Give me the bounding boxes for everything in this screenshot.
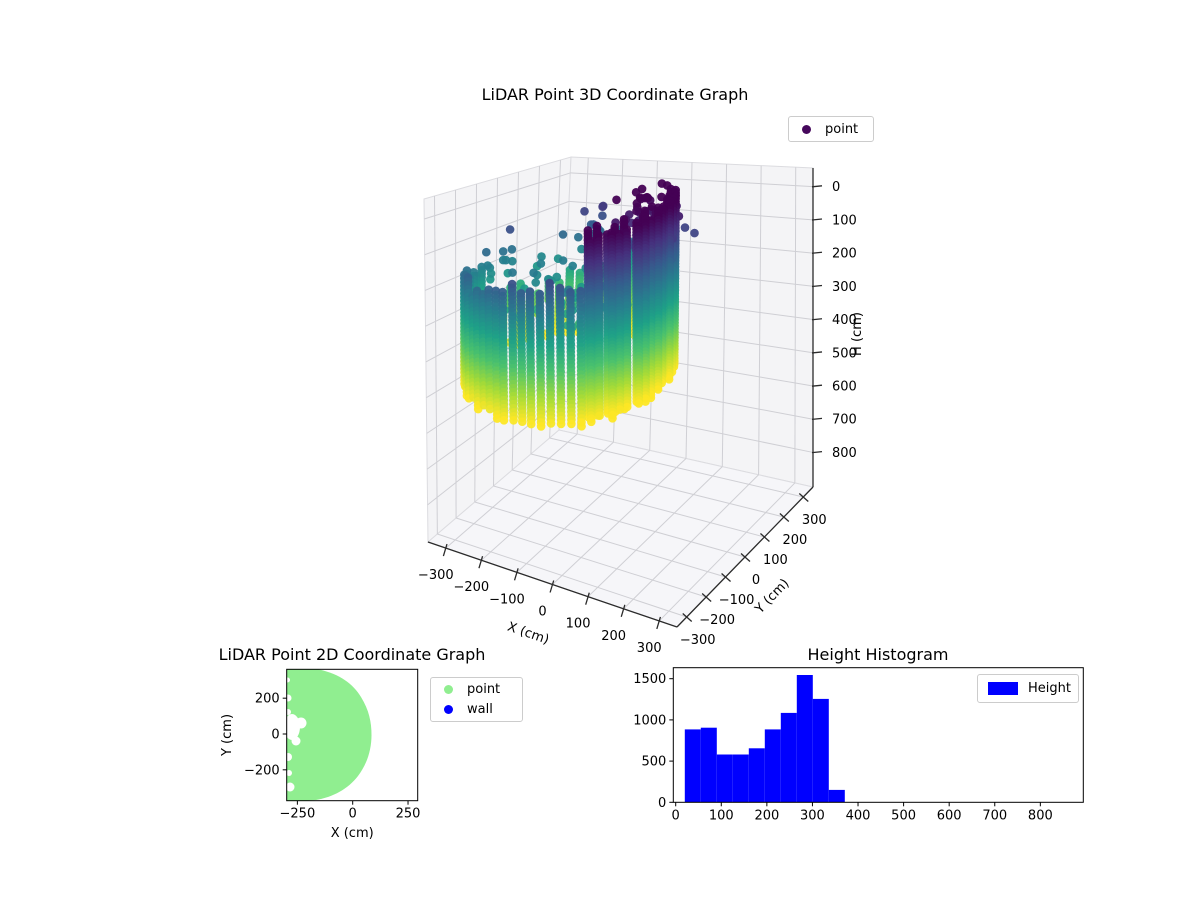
svg-text:−100: −100 [489,592,525,607]
svg-text:−100: −100 [719,593,755,608]
svg-text:Y (cm): Y (cm) [220,714,235,757]
svg-text:400: 400 [832,313,857,328]
svg-text:X (cm): X (cm) [505,620,551,648]
legend-item-point: point [431,682,522,697]
svg-text:300: 300 [800,808,825,823]
legend-label: point [825,121,859,137]
svg-text:−200: −200 [453,580,489,595]
legend-label: Height [1028,681,1071,696]
plot3d-legend: point [788,116,874,142]
svg-text:800: 800 [832,446,857,461]
axes-3d: −300−200−1000100200300−300−200−100010020… [418,156,865,656]
svg-text:700: 700 [982,808,1007,823]
svg-text:600: 600 [832,379,857,394]
svg-text:100: 100 [566,617,591,632]
svg-text:600: 600 [937,808,962,823]
svg-text:200: 200 [782,533,807,548]
svg-text:200: 200 [754,808,779,823]
plot3d-title: LiDAR Point 3D Coordinate Graph [481,85,749,104]
plot2d-title: LiDAR Point 2D Coordinate Graph [218,645,486,664]
legend-label: point [467,682,501,698]
svg-text:500: 500 [891,808,916,823]
svg-text:0: 0 [271,728,279,743]
svg-text:100: 100 [763,553,788,568]
legend-label: wall [467,701,493,717]
height-swatch-icon [988,682,1018,695]
svg-text:500: 500 [641,755,666,770]
svg-text:−250: −250 [280,807,316,822]
svg-text:0: 0 [752,573,760,588]
svg-text:1000: 1000 [633,713,666,728]
svg-text:−200: −200 [699,613,735,628]
legend-item-point: point [789,122,873,137]
wall-marker-icon [444,704,453,714]
svg-text:700: 700 [832,413,857,428]
legend-item-wall: wall [431,702,522,717]
svg-text:250: 250 [396,807,421,822]
svg-text:0: 0 [658,796,666,811]
plot2d-legend: point wall [430,677,523,722]
svg-text:0: 0 [672,808,680,823]
point-marker-icon [444,685,453,695]
svg-text:500: 500 [832,346,857,361]
svg-text:0: 0 [832,180,840,195]
svg-text:300: 300 [637,641,662,656]
svg-text:H (cm): H (cm) [850,312,865,356]
svg-text:X (cm): X (cm) [331,826,374,841]
histogram-title: Height Histogram [807,645,949,664]
svg-text:300: 300 [832,280,857,295]
svg-text:0: 0 [349,807,357,822]
point-marker-icon [802,124,811,134]
svg-text:200: 200 [255,692,280,707]
legend-item-height: Height [978,681,1078,696]
svg-text:400: 400 [846,808,871,823]
histogram-legend: Height [977,674,1079,703]
svg-text:1500: 1500 [633,672,666,687]
svg-text:−300: −300 [680,633,716,648]
svg-text:200: 200 [832,247,857,262]
svg-text:300: 300 [802,513,827,528]
svg-text:−300: −300 [418,568,454,583]
svg-text:0: 0 [538,605,546,620]
axes-2d: −250 0 250 −200 0 200 X (cm) Y (cm) [220,668,421,841]
svg-text:100: 100 [709,808,734,823]
svg-text:100: 100 [832,213,857,228]
svg-text:200: 200 [601,629,626,644]
svg-text:800: 800 [1028,808,1053,823]
svg-text:−200: −200 [244,763,280,778]
